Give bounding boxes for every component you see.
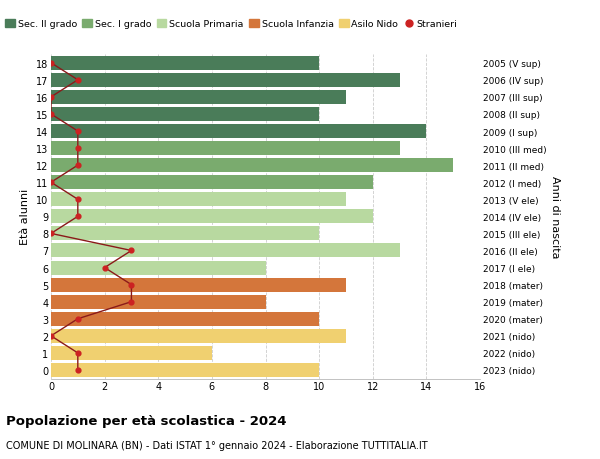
Point (127, 281, 136, 289)
Point (46, 94, 56, 101)
Bar (51, 176, 373, 190)
Bar (51, 125, 427, 139)
Point (73, 213, 83, 221)
Bar (51, 261, 265, 275)
Y-axis label: Anni di nascita: Anni di nascita (550, 176, 560, 258)
Bar (51, 159, 453, 173)
Text: COMUNE DI MOLINARA (BN) - Dati ISTAT 1° gennaio 2024 - Elaborazione TUTTITALIA.I: COMUNE DI MOLINARA (BN) - Dati ISTAT 1° … (6, 440, 428, 450)
Point (73, 162, 83, 169)
Point (73, 366, 83, 374)
Point (73, 349, 83, 357)
Bar (51, 210, 373, 224)
Point (46, 111, 56, 118)
Point (73, 128, 83, 135)
Point (46, 332, 56, 340)
Y-axis label: Età alunni: Età alunni (20, 189, 30, 245)
Point (127, 298, 136, 306)
Bar (51, 73, 400, 88)
Bar (51, 346, 212, 360)
Bar (51, 244, 400, 258)
Point (73, 315, 83, 323)
Bar (51, 329, 346, 343)
Bar (51, 142, 400, 156)
Bar (51, 312, 319, 326)
Point (127, 247, 136, 255)
Point (46, 230, 56, 238)
Bar (51, 278, 346, 292)
Point (73, 77, 83, 84)
Bar (51, 108, 319, 122)
Text: Popolazione per età scolastica - 2024: Popolazione per età scolastica - 2024 (6, 414, 287, 427)
Bar (51, 91, 346, 105)
Point (46, 60, 56, 67)
Point (73, 145, 83, 152)
Bar (51, 295, 265, 309)
Bar (51, 56, 319, 71)
Point (100, 264, 109, 272)
Bar (51, 227, 319, 241)
Bar (51, 363, 319, 377)
Point (73, 196, 83, 203)
Point (46, 179, 56, 186)
Legend: Sec. II grado, Sec. I grado, Scuola Primaria, Scuola Infanzia, Asilo Nido, Stran: Sec. II grado, Sec. I grado, Scuola Prim… (2, 16, 461, 33)
Bar (51, 193, 346, 207)
